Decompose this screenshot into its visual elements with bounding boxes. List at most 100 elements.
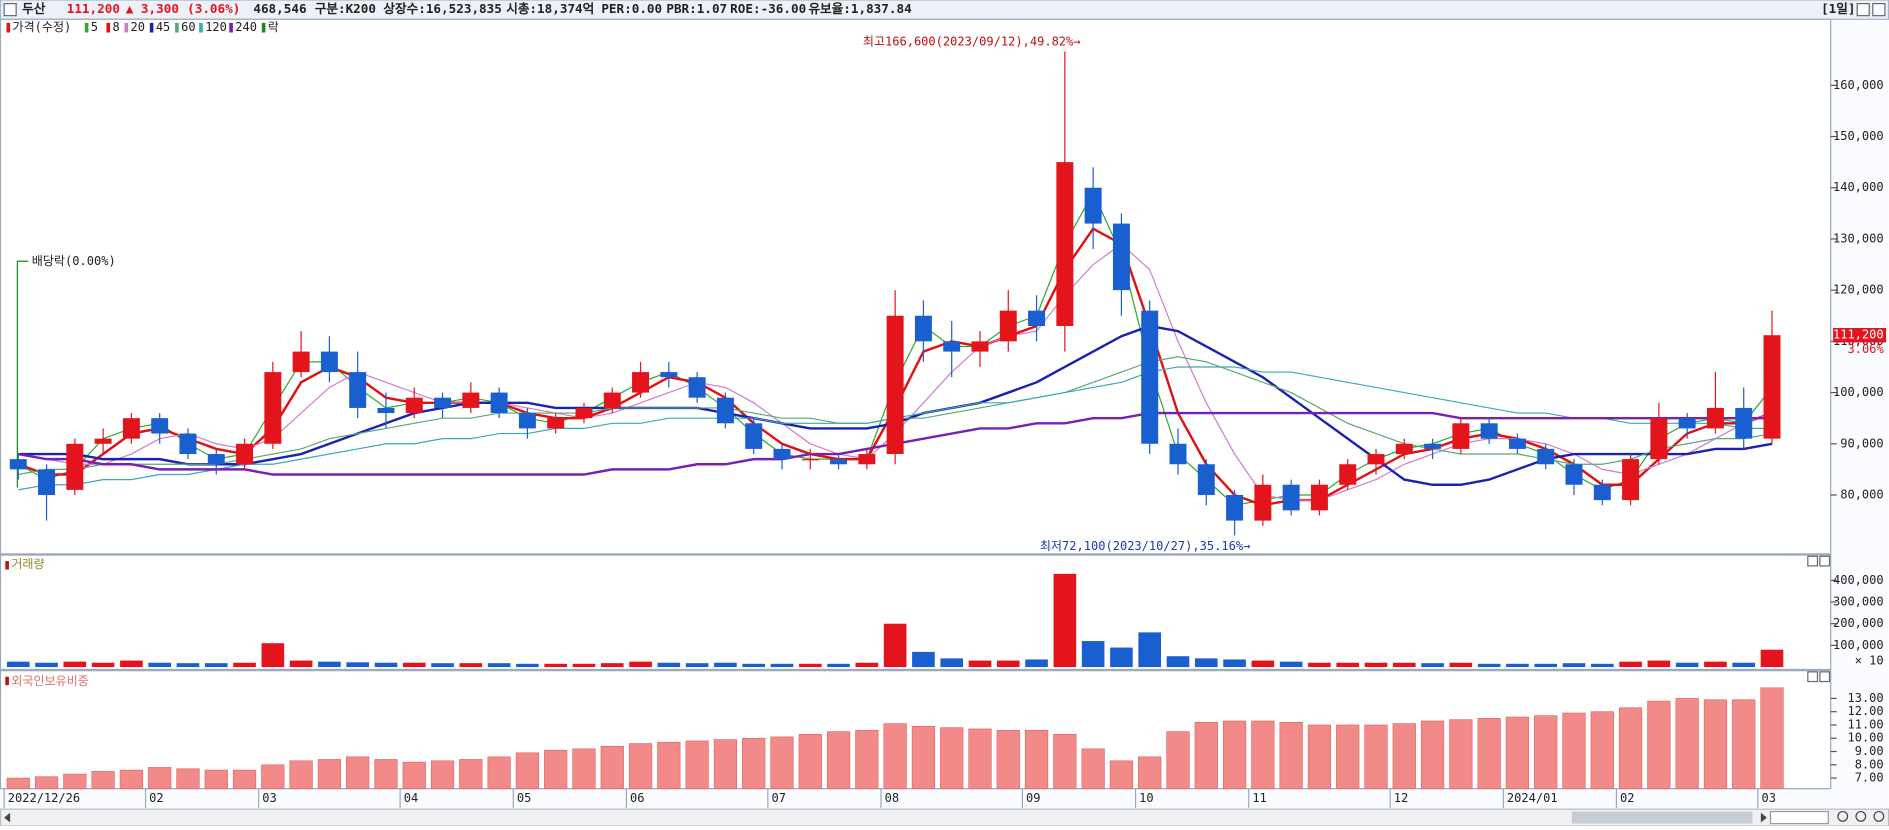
market: 구분:K200 xyxy=(315,1,376,16)
bar xyxy=(1081,748,1105,789)
candle-body xyxy=(320,351,338,373)
x-tick-label: 11 xyxy=(1252,791,1266,805)
candle-body xyxy=(377,407,395,414)
y-tick-label: 10.00 xyxy=(1847,731,1883,745)
y-tick-label: 130,000 xyxy=(1833,231,1884,245)
y-tick-label: 150,000 xyxy=(1833,129,1884,143)
candle-body xyxy=(688,377,706,398)
zoom-slider[interactable] xyxy=(1769,810,1829,825)
scroll-right[interactable] xyxy=(1760,812,1767,823)
candle-body xyxy=(151,418,169,434)
pbr: PBR:1.07 xyxy=(666,1,727,16)
per: PER:0.00 xyxy=(601,1,662,16)
bar xyxy=(742,737,766,789)
scroll-thumb[interactable] xyxy=(1571,811,1753,824)
bar xyxy=(1760,649,1784,668)
change-badge-label: 3.06% xyxy=(1847,342,1884,356)
y-tick-label: 13.00 xyxy=(1847,691,1883,705)
checkbox[interactable] xyxy=(3,3,17,17)
zoom-in[interactable] xyxy=(1873,810,1885,822)
bar xyxy=(685,740,709,789)
panel-button[interactable] xyxy=(1807,555,1819,567)
legend-label: 60 xyxy=(181,20,196,34)
y-tick-label: 300,000 xyxy=(1833,595,1884,609)
bar xyxy=(600,745,624,789)
bar xyxy=(1222,720,1247,789)
panel-button[interactable] xyxy=(1807,671,1819,683)
scroll-left[interactable] xyxy=(4,812,11,823)
candle-body xyxy=(858,454,876,465)
bar xyxy=(515,752,540,789)
zoom-reset[interactable] xyxy=(1855,810,1867,822)
bar xyxy=(1279,661,1303,668)
bar xyxy=(1166,656,1190,668)
bar xyxy=(176,663,200,668)
candle-body xyxy=(1141,310,1159,444)
candle-body xyxy=(716,397,734,424)
bar xyxy=(1675,662,1699,668)
y-tick-label: 400,000 xyxy=(1833,573,1884,587)
bar xyxy=(1364,724,1388,789)
y-tick-label: 120,000 xyxy=(1833,283,1884,297)
candle-body xyxy=(1480,423,1498,439)
bar xyxy=(516,663,539,668)
bar xyxy=(770,736,794,789)
window-button[interactable] xyxy=(1872,3,1886,17)
bar xyxy=(629,661,652,668)
candle-body xyxy=(1395,443,1413,455)
bar xyxy=(431,663,454,668)
legend-marker xyxy=(84,22,89,33)
candle-body xyxy=(1112,223,1130,291)
bar xyxy=(430,760,455,789)
bar xyxy=(1364,662,1388,668)
candle-body xyxy=(971,341,989,352)
y-tick-label: 9.00 xyxy=(1855,744,1884,758)
legend-marker xyxy=(124,22,129,33)
bar xyxy=(91,662,115,668)
legend-label: 240 xyxy=(235,20,257,34)
bar xyxy=(1619,661,1642,668)
candle-body xyxy=(38,469,56,495)
change: ▲ 3,300 xyxy=(126,1,179,16)
bar xyxy=(1477,718,1501,789)
bar xyxy=(289,760,313,789)
bar xyxy=(1675,698,1699,789)
price-badge xyxy=(1833,327,1887,343)
panel-button[interactable] xyxy=(1819,671,1831,683)
period[interactable]: [1일] xyxy=(1821,1,1855,16)
candle-body xyxy=(1056,162,1074,327)
candle-body xyxy=(405,397,423,414)
legend-marker xyxy=(261,22,266,33)
y-tick-label: 160,000 xyxy=(1833,78,1884,92)
x-tick-label: 2022/12/26 xyxy=(8,791,80,805)
bar xyxy=(1618,707,1643,789)
bar xyxy=(1336,662,1360,668)
candle-body xyxy=(1254,484,1272,521)
candle-body xyxy=(236,443,254,465)
x-tick-label: 06 xyxy=(630,791,644,805)
bar xyxy=(685,663,709,668)
candle-body xyxy=(886,315,904,455)
panel-button[interactable] xyxy=(1819,555,1831,567)
volume-panel xyxy=(0,554,1832,671)
bar xyxy=(628,743,653,789)
zoom-out[interactable] xyxy=(1837,810,1849,822)
bar xyxy=(459,759,483,789)
candle-body xyxy=(830,459,848,465)
candle-body xyxy=(1508,438,1526,449)
candle-body xyxy=(1424,443,1442,449)
bar xyxy=(1647,660,1671,668)
candle-body xyxy=(1593,484,1611,501)
x-tick-label: 08 xyxy=(885,791,899,805)
bar xyxy=(1308,662,1331,668)
shares: 상장수:16,523,835 xyxy=(383,1,501,16)
window-button[interactable] xyxy=(1856,3,1870,17)
bar xyxy=(572,663,596,668)
candle-body xyxy=(490,392,508,414)
y-tick-label: 90,000 xyxy=(1840,436,1883,450)
bar xyxy=(1647,700,1671,789)
candle-body xyxy=(1706,407,1724,429)
bar xyxy=(346,662,370,668)
price: 111,200 xyxy=(67,1,120,16)
candle-body xyxy=(462,392,480,408)
